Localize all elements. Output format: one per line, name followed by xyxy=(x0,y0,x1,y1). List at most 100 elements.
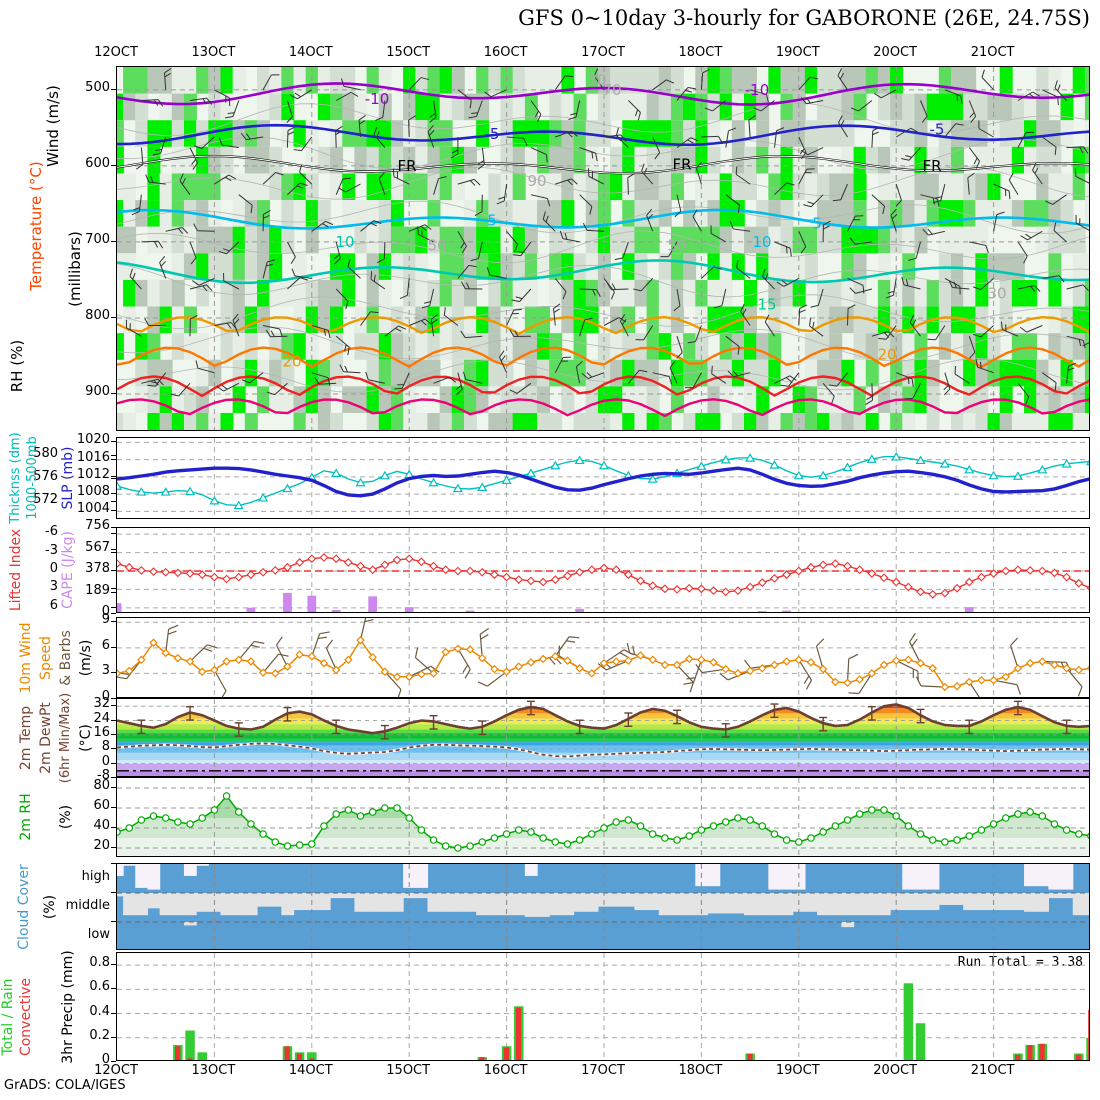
axis-label: Wind (m/s) xyxy=(44,85,62,167)
axis-label: (millibars) xyxy=(66,230,84,307)
tick-mark xyxy=(111,698,116,699)
svg-text:FR: FR xyxy=(922,157,941,175)
svg-text:70: 70 xyxy=(602,81,621,99)
y-tick: 572 xyxy=(33,492,58,508)
tick-mark xyxy=(111,441,116,443)
tick-mark xyxy=(111,807,116,808)
axis-label: Speed xyxy=(38,635,54,680)
tick-mark xyxy=(111,621,116,623)
y-tick: 0.6 xyxy=(89,979,110,995)
y-tick: 1004 xyxy=(76,501,110,517)
y-tick: 1016 xyxy=(76,449,110,465)
y-tick: 900 xyxy=(85,383,110,399)
axis-label: Cloud Cover xyxy=(16,863,32,950)
svg-text:5: 5 xyxy=(487,212,497,230)
svg-text:FR: FR xyxy=(397,157,416,175)
axis-label: & Barbs xyxy=(58,629,74,686)
upper-air-panel: -10 -10 -5 -5 FR FR FR 5 5 10 10 15 20 20 30 30 50 50 70 90 xyxy=(116,66,1090,431)
y-tick: 40 xyxy=(93,818,110,833)
tick-mark xyxy=(111,787,116,788)
temp2m-panel xyxy=(116,698,1090,777)
tick-mark xyxy=(111,719,116,721)
axis-label: (°C) xyxy=(78,723,94,752)
y-tick: 0.2 xyxy=(89,1027,110,1043)
y-tick: 0.8 xyxy=(89,955,110,971)
y-tick: 6 xyxy=(101,637,110,653)
svg-text:50: 50 xyxy=(667,237,686,255)
axis-label: RH (%) xyxy=(8,339,26,393)
date-tick-17oct: 17OCT xyxy=(581,1063,625,1078)
axis-label: Total / Rain xyxy=(0,977,16,1056)
date-tick-19oct: 19OCT xyxy=(775,45,820,60)
cloud-cover-panel xyxy=(116,863,1090,950)
date-tick-20oct: 20OCT xyxy=(873,1063,918,1078)
date-tick-12oct: 12OCT xyxy=(94,45,138,60)
tick-mark xyxy=(111,527,116,528)
svg-text:50: 50 xyxy=(427,237,446,255)
y-tick: 576 xyxy=(33,469,58,484)
y-tick: 0 xyxy=(101,689,110,704)
date-tick-18oct: 18OCT xyxy=(678,45,723,60)
rh2m-panel xyxy=(116,777,1090,857)
svg-text:90: 90 xyxy=(527,172,546,190)
y-tick: 756 xyxy=(85,518,110,533)
y-tick: -6 xyxy=(45,524,58,540)
axis-label: 1000-500mb xyxy=(25,436,40,520)
svg-text:5: 5 xyxy=(812,215,822,233)
cape-li-panel xyxy=(116,527,1090,613)
date-tick-14oct: 14OCT xyxy=(288,1063,333,1078)
tick-mark xyxy=(111,762,116,764)
y-tick: 0 xyxy=(101,604,110,619)
y-tick: 80 xyxy=(93,778,110,793)
tick-mark xyxy=(111,392,116,394)
cloud-row-low: low xyxy=(87,926,110,942)
y-tick: 0 xyxy=(101,1052,110,1067)
tick-mark xyxy=(111,988,116,990)
axis-label: (6hr Min/Max) xyxy=(58,692,73,783)
axis-label: (%) xyxy=(42,894,58,919)
date-tick-15oct: 15OCT xyxy=(386,45,431,60)
tick-mark xyxy=(111,606,116,608)
svg-text:30: 30 xyxy=(587,71,606,89)
axis-label: 2m RH xyxy=(18,793,34,841)
y-tick: 3 xyxy=(101,663,110,679)
svg-text:-10: -10 xyxy=(745,81,770,99)
svg-text:10: 10 xyxy=(752,233,771,251)
date-tick-17oct: 17OCT xyxy=(581,45,625,60)
tick-mark xyxy=(111,88,116,90)
date-tick-19oct: 19OCT xyxy=(775,1063,820,1078)
svg-text:-5: -5 xyxy=(930,120,945,138)
grads-credit: GrADS: COLA/IGES xyxy=(4,1078,126,1093)
axis-label: 3hr Precip (mm) xyxy=(60,949,76,1064)
y-tick: 9 xyxy=(101,612,110,628)
tick-mark xyxy=(111,478,116,479)
axis-label: Temperature (°C) xyxy=(27,161,45,291)
tick-mark xyxy=(111,892,116,893)
svg-text:15: 15 xyxy=(757,295,776,313)
axis-label: Thicknss (dm) xyxy=(8,432,23,524)
tick-mark xyxy=(111,510,116,512)
y-tick: -3 xyxy=(45,542,58,558)
y-tick: 580 xyxy=(33,445,58,461)
tick-mark xyxy=(111,847,116,848)
y-tick: 20 xyxy=(93,838,110,853)
svg-text:20: 20 xyxy=(877,345,896,363)
tick-mark xyxy=(111,646,116,648)
y-tick: 800 xyxy=(85,307,110,323)
svg-text:FR: FR xyxy=(672,155,691,173)
date-tick-18oct: 18OCT xyxy=(678,1063,723,1078)
axis-label: 10m Wind xyxy=(18,621,34,694)
cloud-row-middle: middle xyxy=(65,897,110,913)
date-tick-14oct: 14OCT xyxy=(288,45,333,60)
y-tick: 60 xyxy=(93,798,110,813)
tick-mark xyxy=(111,748,116,750)
y-tick: 24 xyxy=(93,710,110,726)
y-tick: 189 xyxy=(85,582,110,598)
tick-mark xyxy=(111,921,116,922)
svg-text:10: 10 xyxy=(335,233,354,251)
tick-mark xyxy=(111,964,116,966)
y-tick: 3 xyxy=(49,579,58,595)
tick-mark xyxy=(111,493,116,495)
cloud-row-high: high xyxy=(81,868,110,884)
y-tick: 600 xyxy=(85,155,110,171)
